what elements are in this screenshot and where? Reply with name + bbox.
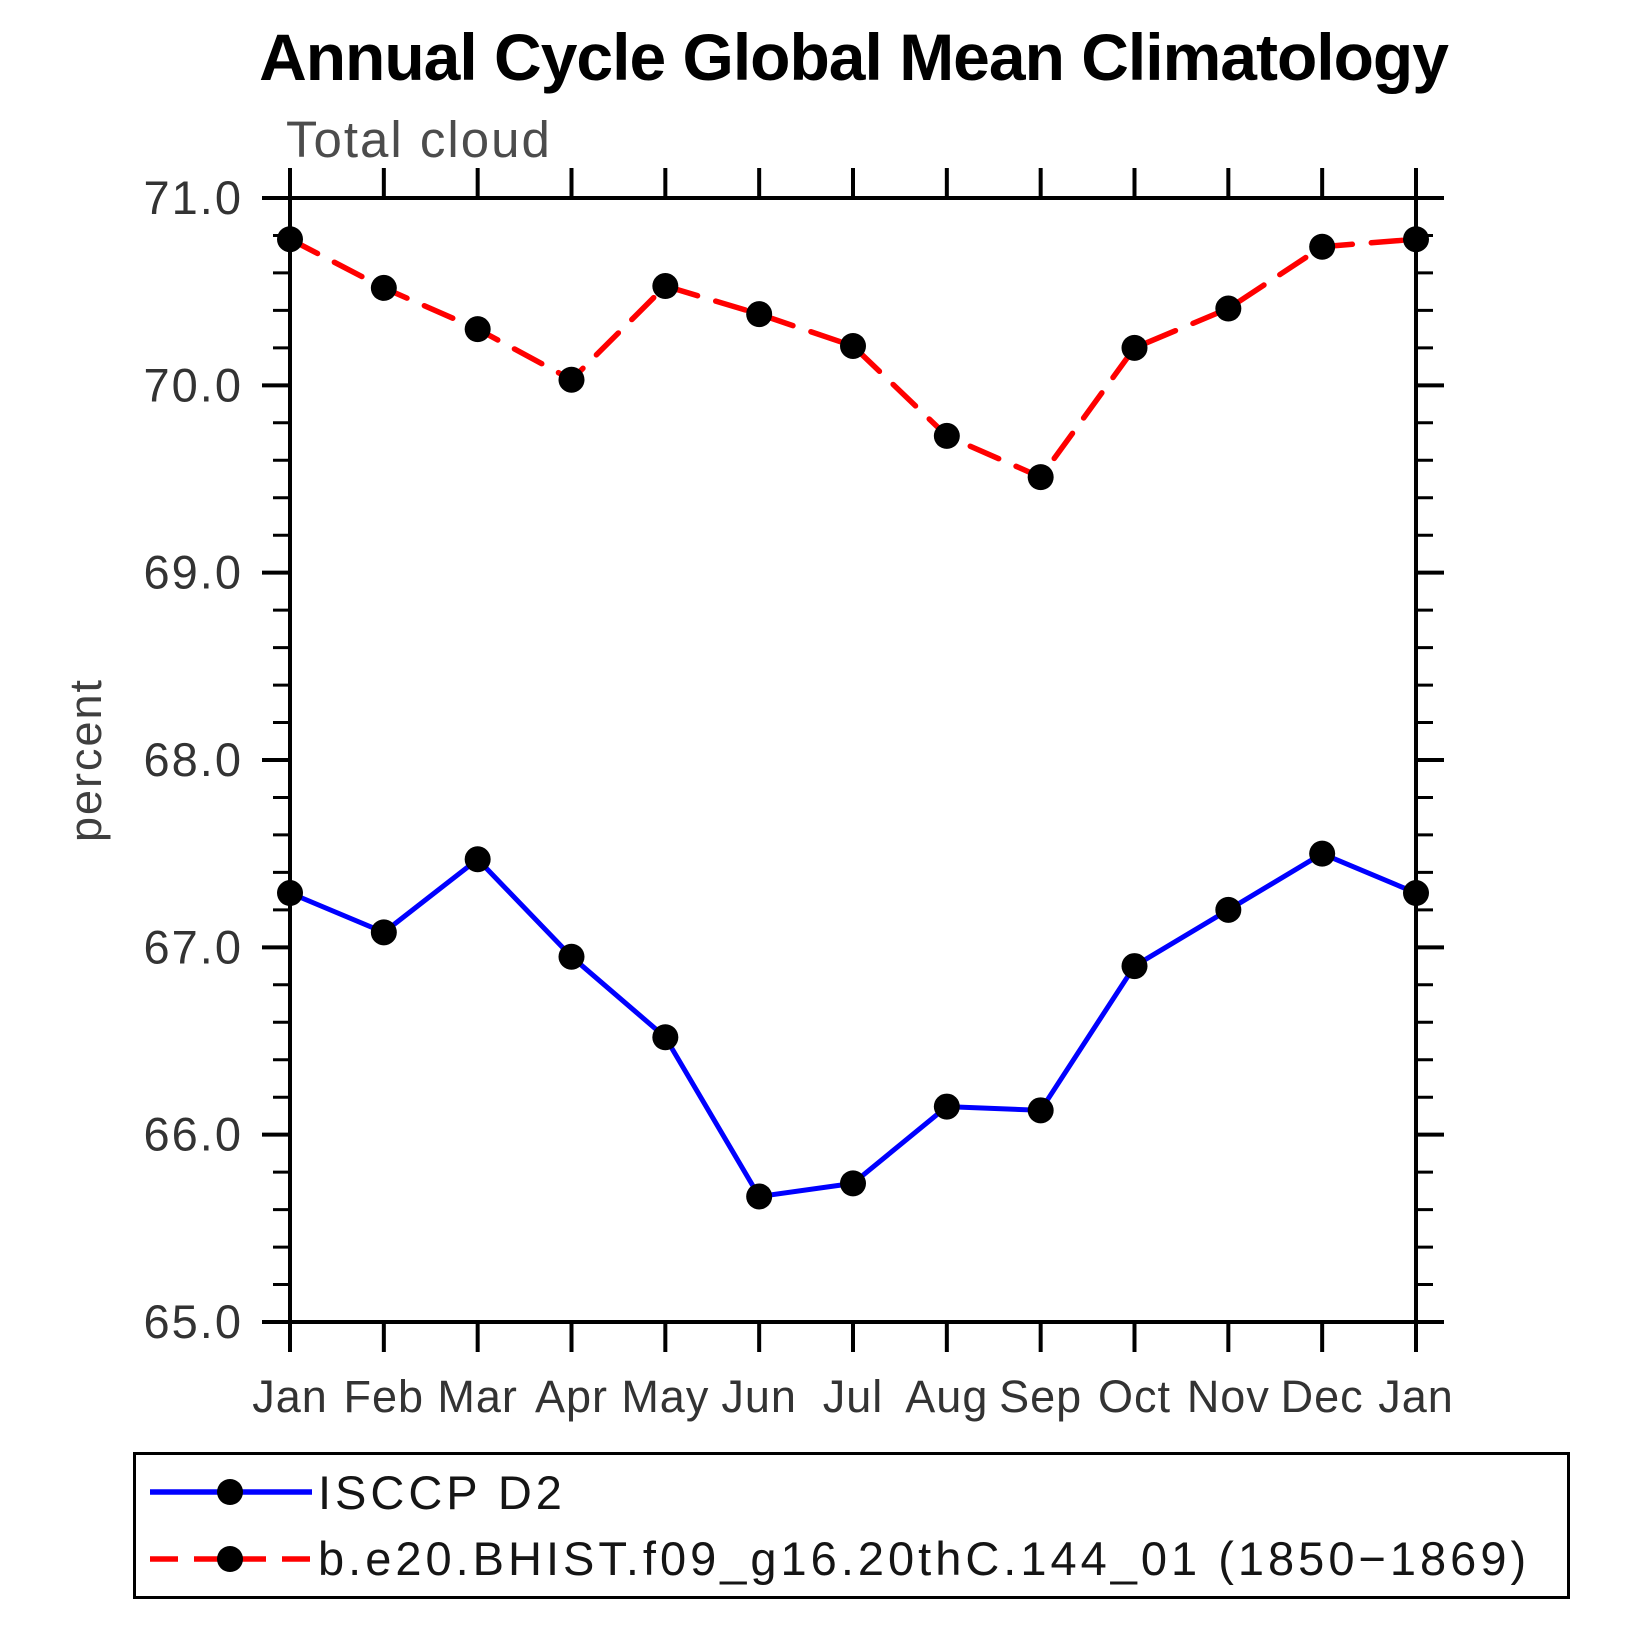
legend-item-label: ISCCP D2 [318,1465,566,1519]
data-point-marker [933,422,960,449]
x-axis-tick-label: Sep [999,1371,1082,1422]
legend-key-dashed-line-icon [150,1545,312,1572]
data-point-marker [652,1024,679,1051]
data-point-marker [1309,840,1336,867]
x-axis-tick-label: Jul [823,1371,884,1422]
data-point-marker [464,316,491,343]
data-point-marker [840,332,866,359]
data-point-marker [1309,233,1336,260]
x-axis-tick-label: Aug [905,1371,988,1422]
data-point-marker [1121,953,1148,980]
x-axis-ticks [288,168,1418,1352]
x-axis-tick-label: Nov [1187,1371,1270,1422]
data-point-marker [933,1093,960,1120]
x-axis-tick-label: Jan [1378,1371,1454,1422]
data-point-marker [652,273,679,300]
x-axis-tick-label: Dec [1281,1371,1364,1422]
data-point-marker [746,1183,773,1210]
data-point-marker [1215,896,1242,923]
data-point-marker [746,301,773,328]
data-point-marker [464,846,491,873]
legend-item-label: b.e20.BHIST.f09_g16.20thC.144_01 (1850−1… [318,1532,1531,1586]
y-axis-tick-label: 70.0 [144,358,243,411]
y-axis-tick-label: 66.0 [144,1108,243,1161]
legend-item: ISCCP D2 [150,1463,1567,1521]
chart-title: Annual Cycle Global Mean Climatology [259,20,1449,94]
data-point-marker [1215,295,1242,322]
y-axis-tick-label: 71.0 [144,171,243,224]
data-point-marker [1403,880,1429,907]
x-axis-tick-label: Jun [721,1371,797,1422]
legend-key-solid-line-icon [150,1479,312,1506]
data-point-marker [370,274,397,301]
data-point-marker [1027,464,1054,491]
legend-swatch-marker [217,1479,243,1506]
legend-item: b.e20.BHIST.f09_g16.20thC.144_01 (1850−1… [150,1530,1567,1588]
x-axis-tick-label: May [621,1371,709,1422]
data-point-marker [1121,334,1148,361]
x-axis-tick-label: Feb [344,1371,425,1422]
y-axis-ticks [262,196,1444,1324]
data-point-marker [370,919,397,946]
data-point-marker [1027,1097,1054,1124]
y-axis-tick-label: 65.0 [144,1295,243,1348]
data-point-marker [277,880,303,907]
data-point-marker [558,366,585,393]
series-line [287,851,1419,1199]
x-axis-tick-label: Apr [535,1371,608,1422]
x-axis-tick-label: Mar [437,1371,518,1422]
x-axis-tick-label: Jan [252,1371,328,1422]
y-axis-tick-label: 68.0 [144,733,243,786]
y-axis-tick-label: 69.0 [144,546,243,599]
data-point-marker [277,226,303,253]
chart-subtitle: Total cloud [286,111,552,168]
series-isccp-d2 [277,840,1429,1210]
y-tick-labels: 65.0 66.0 67.0 68.0 69.0 70.0 71.0 [144,171,243,1348]
data-point-marker [558,943,585,970]
legend-swatch-marker [217,1545,243,1572]
axis-box [288,196,1418,1324]
series-model [277,226,1429,491]
legend-box: ISCCP D2 b.e20.BHIST.f09_g16.20thC.144_01… [133,1452,1570,1599]
data-point-marker [1403,226,1429,253]
x-axis-labels: Jan Feb Mar Apr May Jun Jul Aug Sep Oct Nov Dec Jan [252,1371,1454,1422]
data-point-marker [840,1170,866,1197]
x-axis-tick-label: Oct [1098,1371,1171,1422]
y-axis-tick-label: 67.0 [144,920,243,973]
